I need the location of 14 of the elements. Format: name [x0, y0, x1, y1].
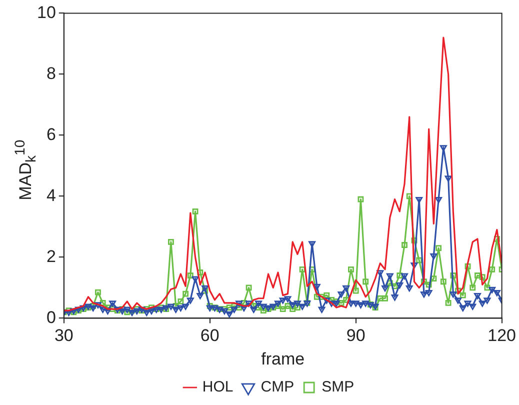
y-tick-label: 2	[46, 246, 56, 266]
y-tick-label: 10	[36, 2, 56, 22]
y-tick-label: 8	[46, 64, 56, 83]
y-tick-label: 4	[46, 186, 56, 205]
y-tick-label: 6	[46, 124, 56, 144]
x-tick-label: 90	[346, 326, 366, 346]
x-tick-label: 30	[54, 326, 74, 346]
legend-label: CMP	[260, 378, 294, 396]
x-tick-label: 60	[200, 326, 220, 346]
legend-label: SMP	[322, 378, 354, 396]
x-tick-label: 120	[488, 326, 516, 346]
x-axis-title: frame	[261, 349, 305, 368]
y-tick-label: 0	[46, 308, 56, 327]
legend-label: HOL	[202, 378, 234, 396]
